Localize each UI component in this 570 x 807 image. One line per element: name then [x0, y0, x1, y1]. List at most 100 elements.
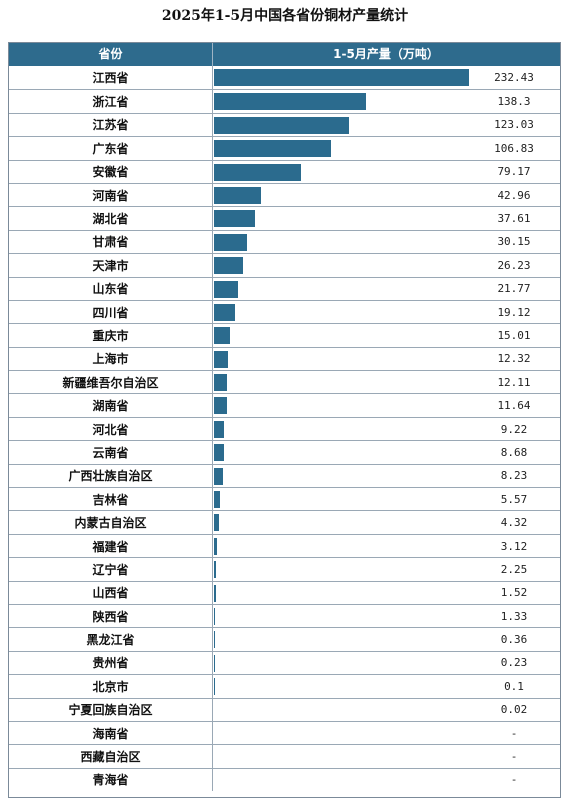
- table-header: 省份 1-5月产量（万吨）: [9, 43, 560, 66]
- column-divider: [212, 371, 213, 394]
- table-body: 江西省 232.43 浙江省 138.3 江苏省 123.03 广东省 106.83 安徽省 79…: [9, 66, 560, 792]
- province-label: 云南省: [92, 445, 129, 460]
- header-output: 1-5月产量（万吨）: [333, 47, 439, 61]
- column-divider: [212, 675, 213, 698]
- table-row: 重庆市 15.01: [9, 323, 560, 347]
- value-label: 21.77: [497, 282, 531, 296]
- table-row: 山西省 1.52: [9, 580, 560, 604]
- table-row: 海南省 -: [9, 720, 560, 745]
- data-bar: [214, 397, 227, 415]
- data-bar: [214, 467, 224, 485]
- table-row: 上海市 12.32: [9, 346, 560, 371]
- column-divider: [212, 417, 213, 441]
- province-label: 新疆维吾尔自治区: [62, 375, 159, 390]
- province-label: 浙江省: [92, 95, 129, 110]
- column-divider: [212, 254, 213, 277]
- value-label: 19.12: [497, 305, 531, 319]
- table-row: 河北省 9.22: [9, 416, 560, 441]
- data-bar: [214, 537, 218, 555]
- value-label: 1.33: [500, 609, 528, 623]
- value-label: 232.43: [494, 71, 534, 85]
- data-bar: [214, 607, 216, 625]
- table-row: 四川省 19.12: [9, 299, 560, 324]
- data-bar: [214, 280, 238, 298]
- province-label: 山西省: [92, 586, 129, 601]
- data-bar: [214, 444, 224, 462]
- column-divider: [212, 324, 213, 347]
- value-label: -: [510, 773, 518, 787]
- province-label: 河北省: [92, 422, 129, 437]
- value-label: -: [510, 726, 518, 740]
- table-row: 吉林省 5.57: [9, 487, 560, 511]
- column-divider: [212, 160, 213, 183]
- value-label: 37.61: [497, 212, 531, 226]
- column-divider: [212, 441, 213, 464]
- column-divider: [212, 488, 213, 511]
- column-divider: [212, 277, 213, 300]
- table-row: 江苏省 123.03: [9, 112, 560, 137]
- column-divider: [212, 721, 213, 745]
- value-label: 1.52: [500, 586, 528, 600]
- province-label: 江西省: [92, 71, 129, 86]
- table-row: 山东省 21.77: [9, 276, 560, 300]
- table-row: 河南省 42.96: [9, 182, 560, 207]
- column-divider: [212, 230, 213, 254]
- province-label: 广东省: [92, 141, 129, 156]
- value-label: 3.12: [500, 539, 528, 553]
- province-label: 甘肃省: [92, 235, 129, 250]
- table-row: 安徽省 79.17: [9, 159, 560, 183]
- data-table: 省份 1-5月产量（万吨） 江西省 232.43 浙江省 138.3 江苏省 123.03…: [8, 42, 561, 798]
- table-row: 云南省 8.68: [9, 440, 560, 464]
- province-label: 贵州省: [92, 656, 129, 671]
- data-bar: [214, 420, 225, 438]
- province-label: 山东省: [92, 282, 129, 297]
- data-bar: [214, 514, 219, 532]
- value-label: 8.68: [500, 445, 528, 459]
- table-row: 北京市 0.1: [9, 674, 560, 698]
- value-label: 138.3: [497, 95, 531, 109]
- data-bar: [214, 257, 243, 275]
- province-label: 辽宁省: [92, 562, 129, 577]
- province-label: 宁夏回族自治区: [68, 703, 153, 718]
- column-divider: [212, 511, 213, 534]
- value-label: 12.32: [497, 352, 531, 366]
- province-label: 河南省: [92, 188, 129, 203]
- value-label: 0.36: [500, 633, 528, 647]
- table-row: 贵州省 0.23: [9, 650, 560, 675]
- data-bar: [214, 303, 235, 321]
- data-bar: [214, 116, 349, 134]
- chart-title: 2025年1-5月中国各省份铜材产量统计: [161, 8, 409, 24]
- value-label: 15.01: [497, 328, 531, 342]
- header-divider: [212, 43, 213, 66]
- province-label: 陕西省: [92, 609, 129, 624]
- value-label: 8.23: [500, 469, 528, 483]
- data-bar: [214, 327, 231, 345]
- value-label: 9.22: [500, 422, 528, 436]
- data-bar: [214, 491, 221, 509]
- value-label: 30.15: [497, 235, 531, 249]
- province-label: 四川省: [92, 305, 129, 320]
- value-label: 12.11: [497, 375, 531, 389]
- province-label: 北京市: [92, 679, 129, 694]
- data-bar: [214, 186, 262, 204]
- value-label: 123.03: [494, 118, 534, 132]
- table-row: 黑龙江省 0.36: [9, 627, 560, 651]
- data-bar: [214, 350, 228, 368]
- table-row: 新疆维吾尔自治区 12.11: [9, 370, 560, 394]
- column-divider: [212, 300, 213, 324]
- province-label: 重庆市: [92, 328, 129, 343]
- value-label: -: [510, 750, 518, 764]
- province-label: 安徽省: [92, 165, 129, 180]
- province-label: 福建省: [92, 539, 129, 554]
- value-label: 0.02: [500, 703, 528, 717]
- table-row: 广西壮族自治区 8.23: [9, 463, 560, 488]
- table-row: 湖北省 37.61: [9, 206, 560, 230]
- table-row: 天津市 26.23: [9, 253, 560, 277]
- column-divider: [212, 534, 213, 558]
- value-label: 11.64: [497, 399, 531, 413]
- column-divider: [212, 628, 213, 651]
- data-bar: [214, 584, 216, 602]
- table-row: 福建省 3.12: [9, 533, 560, 558]
- data-bar: [214, 561, 217, 579]
- table-row: 广东省 106.83: [9, 136, 560, 160]
